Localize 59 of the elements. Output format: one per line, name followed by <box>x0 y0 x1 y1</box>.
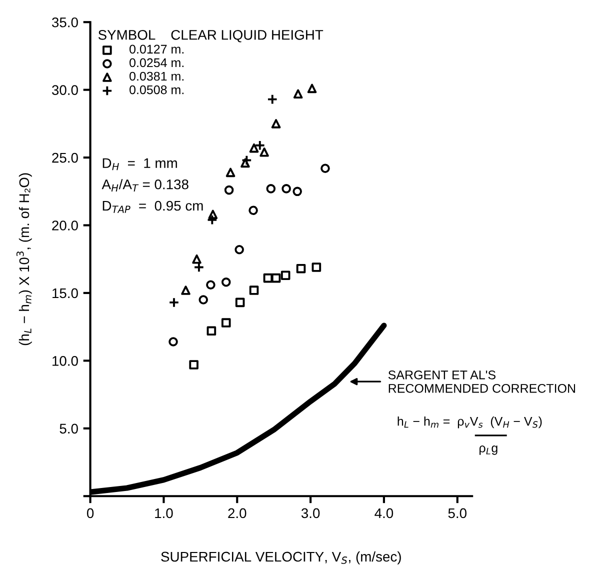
point <box>206 214 218 226</box>
x-tick-label: 3.0 <box>301 508 320 518</box>
point <box>241 154 252 166</box>
legend-title: SYMBOL CLEAR LIQUID HEIGHT <box>98 30 324 42</box>
y-tick-label: 35.0 <box>52 17 78 28</box>
point <box>307 84 317 94</box>
y-tick-label: 25.0 <box>52 152 78 163</box>
point <box>235 298 245 308</box>
point <box>254 140 266 151</box>
legend-label: 0.0127 m. <box>130 44 184 54</box>
x-tick-label: 4.0 <box>374 508 394 518</box>
point <box>168 337 178 346</box>
point <box>292 186 302 196</box>
point <box>206 280 216 290</box>
point <box>248 206 258 216</box>
point <box>192 254 202 264</box>
point <box>293 89 303 99</box>
point <box>320 164 330 174</box>
point <box>280 270 290 280</box>
legend-label: 0.0381 m. <box>130 72 184 81</box>
point <box>221 277 231 287</box>
text: h$_{L}$ − h$_{m}$ = ρ$_{v}$V$_{s}$ (V$_{H}$ − V$_{S}$) <box>398 416 542 428</box>
point <box>206 326 216 336</box>
y-tick-label: 20.0 <box>52 220 78 230</box>
annotation: D$_{H}$ = 1 mm <box>102 158 177 170</box>
text: ρ$_{L}$g <box>480 446 498 455</box>
point <box>249 286 259 295</box>
y-axis-title: (h$_{L}$ − h$_{m}$) X 10$^{3}$, (m. of H₂O) <box>16 173 32 346</box>
y-tick-label: 5.0 <box>60 424 78 434</box>
annotation: SARGENT ET AL'S RECOMMENDED CORRECTION <box>388 370 576 393</box>
point <box>221 318 231 328</box>
point <box>271 273 281 283</box>
legend-label: 0.0508 m. <box>130 85 184 94</box>
point <box>189 360 198 370</box>
point <box>282 184 291 194</box>
x-tick-label: 5.0 <box>448 508 466 518</box>
annotation: A$_{H}$/A$_{T}$ = 0.138 <box>102 179 188 192</box>
x-tick-label: 2.0 <box>228 508 246 518</box>
point <box>249 143 259 153</box>
y-tick-label: 15.0 <box>52 288 78 298</box>
point <box>168 297 180 308</box>
point <box>312 262 322 272</box>
point <box>296 264 306 274</box>
point <box>226 168 236 178</box>
point <box>266 184 276 194</box>
x-tick-label: 0 <box>86 508 94 518</box>
point <box>234 244 244 254</box>
x-axis-title: SUPERFICIAL VELOCITY, V$_{S}$, (m/sec) <box>161 551 401 564</box>
y-tick-label: 30.0 <box>52 85 78 95</box>
point <box>260 147 269 157</box>
y-tick-label: 10.0 <box>52 356 78 366</box>
point <box>224 185 234 195</box>
point <box>267 94 278 105</box>
point <box>198 295 208 304</box>
legend-label: 0.0254 m. <box>130 58 184 68</box>
point <box>271 119 281 128</box>
x-tick-label: 1.0 <box>155 508 173 518</box>
annotation: D$_{TAP}$ = 0.95 cm <box>102 200 203 213</box>
point <box>181 286 190 295</box>
